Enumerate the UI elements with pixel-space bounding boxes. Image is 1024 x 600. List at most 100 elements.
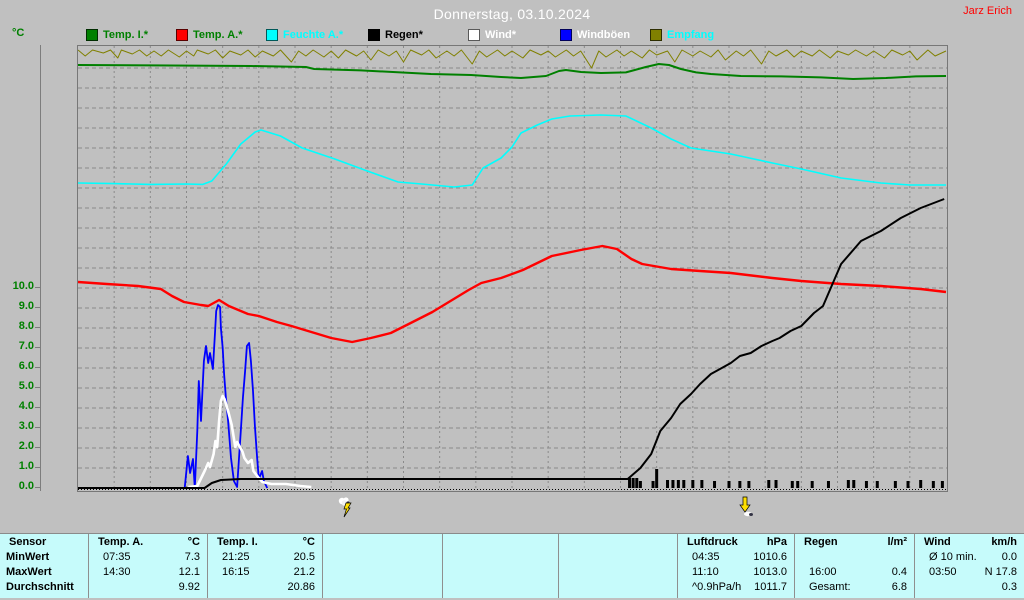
- stat-value: [435, 565, 442, 580]
- sensor-unit: °C: [187, 536, 200, 548]
- y-axis-tick: [35, 387, 41, 388]
- stat-time: 21:25: [222, 551, 250, 563]
- y-axis-tick: [35, 307, 41, 308]
- stat-time: [323, 565, 337, 580]
- stat-time: 04:35: [692, 551, 720, 563]
- stat-time: [559, 565, 573, 580]
- stats-table: Sensor MinWert MaxWert Durchschnitt Temp. A.…: [0, 533, 1024, 598]
- stat-time: ^0.9hPa/h: [692, 581, 742, 593]
- stats-row-labels: Sensor MinWert MaxWert Durchschnitt: [0, 534, 88, 598]
- plot-area[interactable]: [77, 45, 948, 492]
- legend-label: Windböen: [577, 28, 631, 41]
- stat-value: 7.3: [184, 551, 200, 563]
- stat-time: [443, 550, 457, 565]
- stats-col-wind: Wind km/h Ø 10 min. 0.0 03:50 N 17.8 0.3: [914, 534, 1024, 598]
- y-tick-label: 4.0: [18, 400, 34, 412]
- stat-value: 20.86: [287, 581, 315, 593]
- temp-i-swatch-icon: [86, 28, 98, 41]
- stat-value: [551, 565, 558, 580]
- stat-time: [915, 580, 929, 595]
- series-windboeen: [183, 304, 269, 489]
- y-axis-unit-label: °C: [12, 27, 25, 39]
- page-title: Donnerstag, 03.10.2024: [433, 6, 591, 22]
- chart-canvas: [78, 46, 947, 490]
- legend-label: Empfang: [667, 28, 715, 41]
- wind-swatch-icon: [468, 28, 480, 41]
- sensor-unit: [435, 535, 442, 550]
- y-tick-label: 1.0: [18, 460, 34, 472]
- stats-row-label: MinWert: [6, 551, 50, 563]
- stat-value: 20.5: [293, 551, 315, 563]
- series-empfang: [78, 49, 947, 69]
- stat-value: 0.4: [891, 566, 907, 578]
- y-axis-tick: [35, 467, 41, 468]
- stat-time: [559, 550, 573, 565]
- legend-item-feuchte-a[interactable]: Feuchte A.*: [266, 27, 343, 42]
- sensor-name: Temp. I.: [217, 536, 258, 548]
- legend-label: Feuchte A.*: [283, 28, 344, 41]
- stats-col-empty: [558, 534, 677, 598]
- y-axis-tick: [35, 327, 41, 328]
- stat-time: Ø 10 min.: [929, 551, 977, 563]
- legend-item-windboeen[interactable]: Windböen: [560, 27, 630, 42]
- legend-label: Regen*: [385, 28, 423, 41]
- series-temp-a: [78, 244, 947, 344]
- stat-value: 1013.0: [753, 566, 787, 578]
- regen-swatch-icon: [368, 28, 380, 41]
- y-tick-label: 9.0: [18, 300, 34, 312]
- shower-arrow-icon: [737, 496, 755, 520]
- stats-col-regen: Regen l/m² 16:00 0.4 Gesamt: 6.8: [794, 534, 914, 598]
- sensor-name: Regen: [804, 536, 838, 548]
- sensor-unit: °C: [302, 536, 315, 548]
- user-name: Jarz Erich: [963, 5, 1012, 17]
- temp-a-swatch-icon: [176, 28, 188, 41]
- y-axis-tick: [35, 347, 41, 348]
- legend-item-empfang[interactable]: Empfang: [650, 27, 714, 42]
- stat-value: [670, 550, 677, 565]
- rain-intensity-ticks: [628, 469, 944, 488]
- sensor-name: Temp. A.: [98, 536, 144, 548]
- stat-time: [208, 580, 222, 595]
- stat-time: 11:10: [692, 566, 719, 578]
- series-regen: [78, 198, 945, 489]
- stat-value: 6.8: [891, 581, 907, 593]
- sensor-unit: [670, 535, 677, 550]
- stat-value: [670, 565, 677, 580]
- stats-row-label: Sensor: [9, 536, 47, 548]
- stat-value: N 17.8: [984, 566, 1017, 578]
- stat-value: [435, 580, 442, 595]
- legend-item-regen[interactable]: Regen*: [368, 27, 423, 42]
- empfang-swatch-icon: [650, 28, 662, 41]
- legend-item-wind[interactable]: Wind*: [468, 27, 516, 42]
- y-tick-label: 7.0: [18, 340, 34, 352]
- legend-label: Temp. I.*: [103, 28, 149, 41]
- stat-time: [89, 580, 103, 595]
- sensor-unit: l/m²: [887, 536, 907, 548]
- stat-time: [795, 550, 809, 565]
- y-axis-tick: [35, 427, 41, 428]
- y-tick-label: 10.0: [12, 280, 34, 292]
- stat-value: 21.2: [293, 566, 315, 578]
- stat-value: 0.0: [1001, 551, 1017, 563]
- y-axis-tick: [35, 287, 41, 288]
- sensor-unit: [551, 535, 558, 550]
- legend-item-temp-a[interactable]: Temp. A.*: [176, 27, 243, 42]
- sensor-name: [323, 535, 332, 550]
- sensor-unit: hPa: [766, 536, 787, 548]
- stat-time: [443, 580, 457, 595]
- stat-time: Gesamt:: [809, 581, 851, 593]
- sensor-name: Wind: [924, 536, 951, 548]
- stats-col-empty: [322, 534, 442, 598]
- stats-row-label: Durchschnitt: [6, 581, 74, 593]
- stat-time: [559, 580, 573, 595]
- stat-value: 1011.7: [754, 581, 787, 593]
- sensor-unit: km/h: [991, 536, 1017, 548]
- series-wind: [188, 394, 312, 489]
- series-temp-i: [78, 63, 947, 80]
- thunderstorm-icon: [337, 496, 355, 520]
- stats-col-temp-a: Temp. A. °C 07:35 7.3 14:30 12.1 9.92: [88, 534, 207, 598]
- y-tick-label: 3.0: [18, 420, 34, 432]
- gridlines: [78, 46, 947, 488]
- legend-item-temp-i[interactable]: Temp. I.*: [86, 27, 148, 42]
